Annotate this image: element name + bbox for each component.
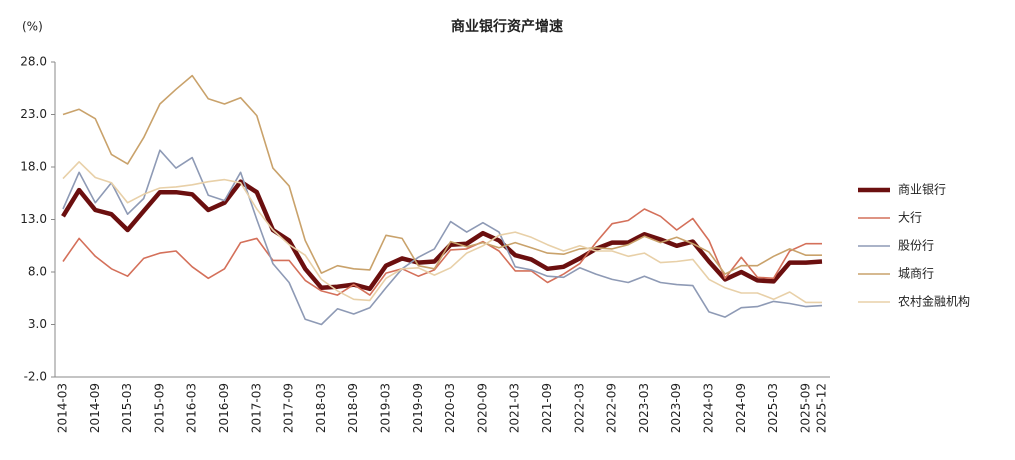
- x-tick-label: 2024-09: [734, 383, 748, 433]
- x-tick-label: 2018-03: [314, 383, 328, 433]
- x-tick-label: 2024-03: [701, 383, 715, 433]
- x-tick-label: 2019-09: [411, 383, 425, 433]
- x-tick-label: 2023-09: [669, 383, 683, 433]
- series-line: [62, 208, 822, 296]
- y-tick-label: 8.0: [28, 265, 47, 279]
- series-line: [62, 161, 822, 304]
- x-tick-label: 2017-09: [282, 383, 296, 433]
- x-tick-label: 2019-03: [378, 383, 392, 433]
- x-tick-label: 2020-09: [475, 383, 489, 433]
- x-tick-label: 2022-03: [572, 383, 586, 433]
- legend-label: 股份行: [898, 239, 934, 253]
- legend-label: 商业银行: [898, 182, 946, 197]
- y-tick-label: 28.0: [20, 55, 47, 69]
- y-tick-label: 3.0: [28, 317, 47, 331]
- series-line: [62, 149, 823, 326]
- x-tick-label: 2021-09: [540, 383, 554, 433]
- legend-label: 城商行: [898, 266, 934, 281]
- y-tick-label: 23.0: [20, 107, 47, 121]
- chart-title: 商业银行资产增速: [451, 18, 563, 35]
- y-tick-label: 18.0: [20, 160, 47, 174]
- y-axis-label: (%): [22, 20, 43, 34]
- x-tick-label: 2025-12: [815, 383, 829, 433]
- x-tick-label: 2018-09: [346, 383, 360, 433]
- x-tick-label: 2022-09: [605, 383, 619, 433]
- x-tick-label: 2014-09: [88, 383, 102, 433]
- series-line: [62, 74, 822, 275]
- x-tick-label: 2021-03: [508, 383, 522, 433]
- x-tick-label: 2025-03: [766, 383, 780, 433]
- x-tick-label: 2025-09: [798, 383, 812, 433]
- y-tick-label: 13.0: [20, 212, 47, 226]
- legend-label: 大行: [898, 211, 922, 225]
- x-tick-label: 2017-03: [249, 383, 263, 433]
- x-tick-label: 2015-09: [152, 383, 166, 433]
- x-tick-label: 2014-03: [56, 383, 70, 433]
- x-tick-label: 2016-09: [217, 383, 231, 433]
- y-tick-label: -2.0: [24, 370, 47, 384]
- x-tick-label: 2023-03: [637, 383, 651, 433]
- x-tick-label: 2016-03: [185, 383, 199, 433]
- x-tick-label: 2020-03: [443, 383, 457, 433]
- legend-label: 农村金融机构: [898, 294, 970, 309]
- x-tick-label: 2015-03: [120, 383, 134, 433]
